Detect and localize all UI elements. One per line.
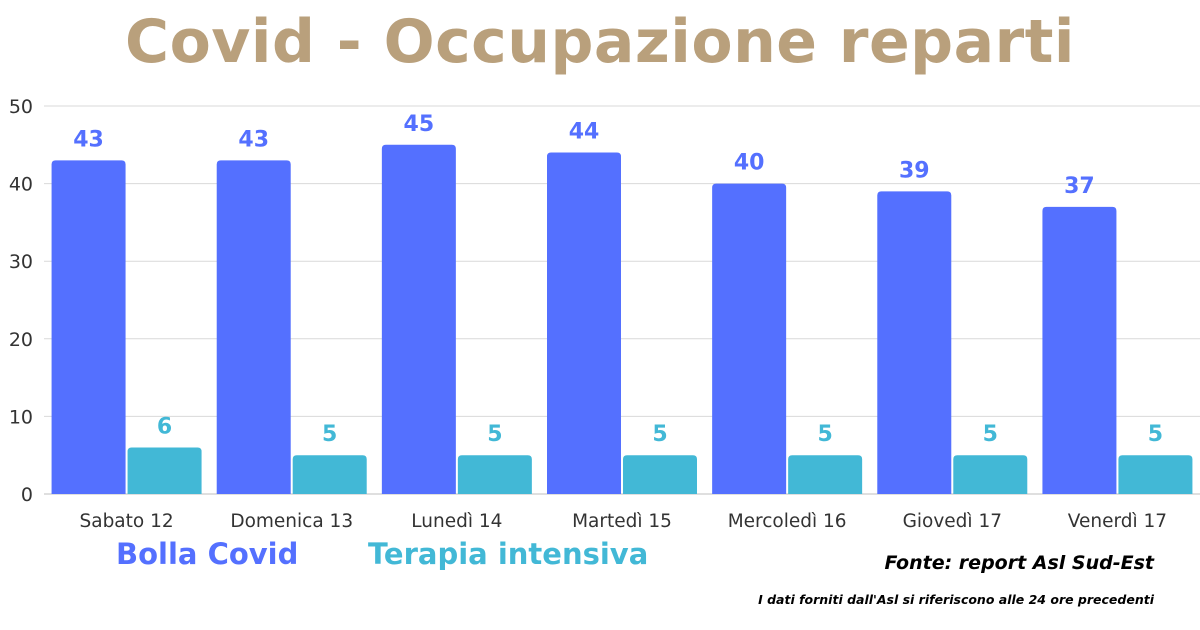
data-label: 5 [983, 422, 998, 447]
data-labels: 43 6 43 5 45 5 44 5 40 5 39 5 37 5 [73, 112, 1163, 447]
y-tick-label: 10 [9, 406, 33, 428]
y-tick-label: 50 [9, 96, 33, 118]
x-tick-label: Mercoledì 16 [728, 511, 847, 532]
bar-bolla-covid [216, 160, 291, 494]
bar-terapia-intensiva [623, 455, 697, 494]
bar-bolla-covid [381, 144, 456, 495]
x-tick-label: Sabato 12 [79, 511, 173, 532]
legend-terapia-intensiva: Terapia intensiva [368, 537, 649, 571]
data-label: 43 [238, 127, 269, 152]
data-label: 39 [899, 158, 930, 183]
x-tick-label: Domenica 13 [230, 511, 353, 532]
bar-bolla-covid [1042, 206, 1117, 494]
data-label: 5 [652, 422, 667, 447]
footnote: I dati forniti dall'Asl si riferiscono a… [758, 592, 1154, 607]
bar-terapia-intensiva [457, 455, 532, 494]
bar-terapia-intensiva [788, 455, 863, 494]
bar-bolla-covid [51, 160, 126, 494]
data-label: 5 [487, 422, 502, 447]
bars [51, 144, 1193, 495]
bar-bolla-covid [877, 191, 952, 495]
y-tick-label: 40 [9, 174, 33, 196]
data-label: 40 [734, 151, 765, 176]
y-tick-label: 30 [9, 251, 33, 273]
data-label: 5 [1148, 422, 1163, 447]
data-label: 6 [157, 414, 172, 439]
x-axis-ticks: Sabato 12 Domenica 13 Lunedì 14 Martedì 15 M… [79, 511, 1167, 532]
bar-terapia-intensiva [127, 447, 202, 494]
x-tick-label: Venerdì 17 [1068, 511, 1167, 532]
bar-terapia-intensiva [1118, 455, 1193, 494]
data-label: 5 [322, 422, 337, 447]
data-label: 43 [73, 127, 104, 152]
bar-bolla-covid [547, 152, 621, 494]
bar-terapia-intensiva [292, 455, 367, 494]
y-tick-label: 20 [9, 329, 33, 351]
bar-bolla-covid [712, 183, 787, 494]
x-tick-label: Martedì 15 [572, 511, 672, 532]
y-axis-ticks: 0 10 20 30 40 50 [9, 96, 33, 506]
source-note: Fonte: report Asl Sud-Est [884, 552, 1154, 574]
data-label: 45 [404, 112, 435, 137]
x-tick-label: Lunedì 14 [411, 511, 502, 532]
legend-bolla-covid: Bolla Covid [116, 537, 299, 571]
data-label: 5 [817, 422, 832, 447]
data-label: 37 [1064, 174, 1095, 199]
bar-terapia-intensiva [953, 455, 1028, 494]
chart-title: Covid - Occupazione reparti [125, 7, 1075, 77]
data-label: 44 [569, 120, 600, 145]
x-tick-label: Giovedì 17 [903, 511, 1002, 532]
y-tick-label: 0 [21, 484, 33, 506]
